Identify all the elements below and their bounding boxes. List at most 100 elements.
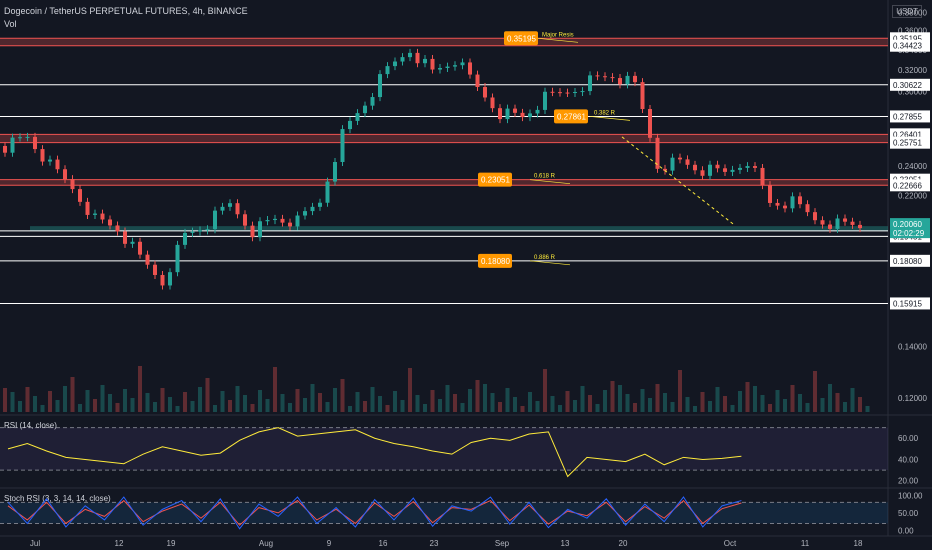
candle — [528, 113, 532, 118]
candle — [775, 202, 780, 206]
candle — [760, 167, 765, 186]
volume-bar — [468, 389, 472, 412]
level-tag-label: 0.18080 — [893, 257, 922, 266]
volume-bar — [625, 394, 630, 412]
fib-note-line — [537, 37, 579, 43]
x-tick-label: 13 — [561, 539, 570, 548]
volume-bar — [595, 404, 600, 412]
candle — [33, 136, 37, 150]
candle — [580, 91, 585, 93]
candle — [640, 82, 645, 110]
volume-bar — [355, 392, 360, 412]
volume-bar — [325, 402, 330, 412]
candle — [310, 206, 315, 212]
candle — [325, 181, 330, 203]
volume-bar — [558, 405, 562, 412]
volume-bar — [535, 401, 540, 412]
volume-bar — [858, 397, 862, 412]
candle — [835, 218, 840, 229]
candle — [723, 168, 727, 172]
candle — [453, 65, 457, 67]
rsi-tick-label: 20.00 — [898, 477, 919, 486]
volume-bar — [610, 381, 615, 412]
candle — [280, 218, 285, 223]
fib-note-line — [589, 116, 631, 121]
volume-bar — [648, 398, 652, 412]
volume-bar — [190, 401, 195, 412]
candle — [250, 225, 255, 238]
y-tick-label: 0.36000 — [898, 27, 927, 36]
volume-bar — [708, 401, 712, 412]
candle — [265, 220, 270, 222]
x-tick-label: 20 — [619, 539, 628, 548]
y-tick-label: 0.38000 — [898, 9, 927, 18]
candle — [63, 169, 67, 180]
volume-bar — [588, 395, 592, 412]
fib-tag-value: 0.35195 — [507, 34, 536, 43]
volume-bar — [280, 394, 285, 412]
candle — [663, 168, 667, 171]
volume-bar — [438, 399, 442, 412]
volume-bar — [138, 366, 142, 412]
volume-bar — [310, 384, 315, 412]
volume-bar — [115, 403, 120, 412]
volume-bar — [753, 386, 757, 412]
candle — [115, 225, 120, 232]
candle — [828, 224, 832, 229]
volume-bar — [348, 406, 352, 412]
resistance-zone-low — [0, 179, 888, 186]
volume-bar — [228, 400, 232, 412]
candle — [745, 166, 750, 168]
volume-bar — [25, 387, 30, 412]
volume-bar — [273, 367, 277, 412]
volume-bar — [580, 386, 585, 412]
candle — [160, 274, 165, 286]
candle — [3, 145, 7, 153]
candle — [498, 108, 502, 120]
candle — [460, 62, 465, 66]
fib-tag — [554, 109, 588, 124]
volume-bar — [63, 386, 67, 412]
fib-tag — [478, 172, 512, 187]
volume-bar — [798, 394, 802, 412]
candle — [820, 220, 825, 225]
volume-bar — [333, 388, 337, 412]
volume-bar — [655, 384, 660, 412]
volume-bar — [505, 388, 510, 412]
y-tick-label: 0.32000 — [898, 66, 927, 75]
volume-bar — [3, 388, 7, 412]
candle — [183, 232, 187, 245]
volume-bar — [205, 378, 210, 412]
volume-bar — [100, 385, 105, 412]
candle — [175, 244, 180, 273]
candle — [295, 215, 300, 227]
volume-bar — [408, 368, 412, 412]
volume-bar — [498, 402, 502, 412]
candle — [318, 202, 322, 207]
level-tag-label: 0.35195 — [893, 34, 922, 43]
stoch-tick-label: 50.00 — [898, 509, 919, 518]
candle — [753, 166, 757, 168]
volume-bar — [678, 370, 682, 412]
volume-bar — [70, 377, 75, 412]
candle — [93, 213, 97, 215]
candle — [513, 108, 517, 113]
candle — [340, 129, 345, 162]
candle — [768, 185, 772, 203]
fib-note-line — [529, 260, 571, 266]
volume-bar — [48, 391, 52, 412]
rsi-band — [0, 427, 888, 471]
candle — [790, 196, 795, 209]
volume-bar — [775, 390, 780, 412]
candle — [475, 74, 480, 87]
support-zone — [30, 226, 888, 231]
rsi-tick-label: 60.00 — [898, 434, 919, 443]
volume-bar — [730, 405, 735, 412]
candle — [213, 210, 217, 230]
level-tag — [890, 179, 930, 192]
candle — [805, 204, 810, 213]
candle — [850, 221, 855, 225]
currency-label[interactable]: USDT — [892, 5, 922, 18]
stoch-tick-label: 100.00 — [898, 491, 923, 500]
